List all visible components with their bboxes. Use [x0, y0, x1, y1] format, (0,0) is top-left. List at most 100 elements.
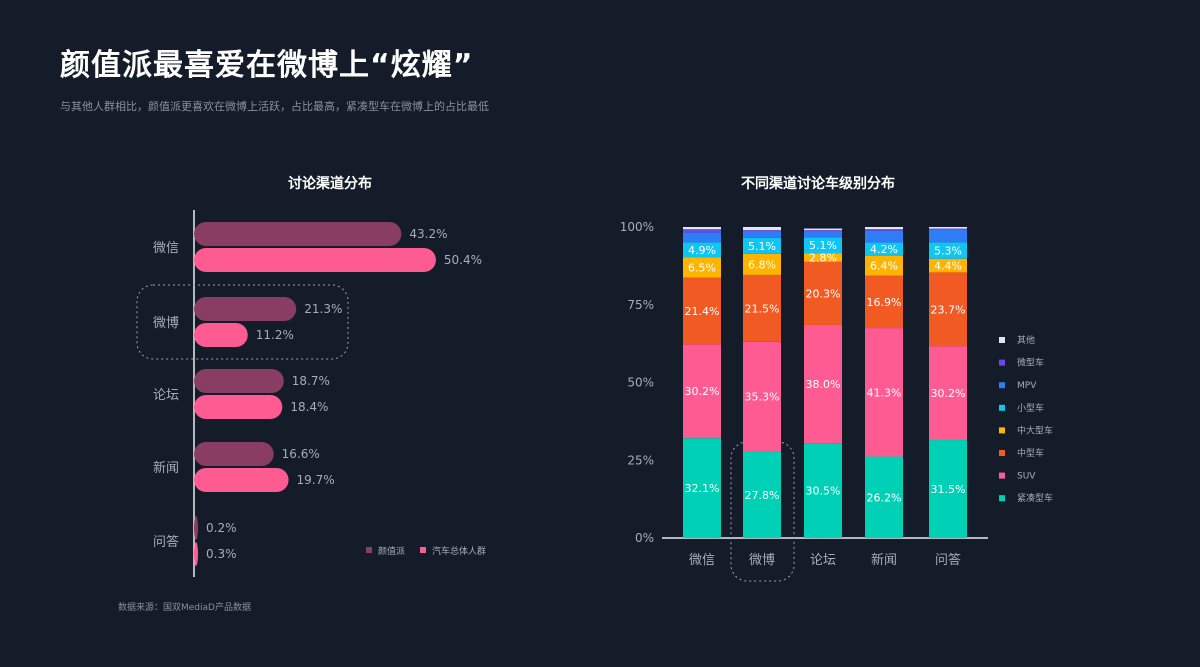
chart2-stack-segment: [865, 456, 903, 538]
chart2-stack-segment: [865, 275, 903, 329]
chart2-segment-label: 6.4%: [870, 260, 898, 273]
chart2-segment-label: 26.2%: [867, 491, 902, 504]
chart2-segment-label: 38.0%: [806, 378, 841, 391]
chart2-legend-swatch: [999, 427, 1005, 434]
chart1-category-label: 微博: [153, 316, 179, 331]
chart2-stack-segment: [743, 231, 781, 238]
chart2-ytick-label: 75%: [627, 298, 654, 312]
chart2-stack-segment: [743, 341, 781, 452]
chart1-value-label: 21.3%: [304, 302, 342, 316]
chart2-legend-label: SUV: [1017, 472, 1036, 482]
chart2-segment-label: 35.3%: [745, 391, 780, 404]
chart1-legend-label: 汽车总体人群: [432, 545, 486, 557]
chart2-ytick-label: 25%: [627, 453, 654, 467]
chart1-bar: [194, 369, 284, 393]
chart2-segment-label: 5.3%: [934, 244, 962, 257]
chart2-stack-segment: [929, 242, 967, 259]
chart1-bar: [194, 248, 436, 272]
chart2-title: 不同渠道讨论车级别分布: [741, 175, 895, 192]
chart2-ytick-label: 50%: [627, 376, 654, 390]
chart2-stack-segment: [929, 229, 967, 243]
chart1-category-label: 新闻: [153, 460, 179, 476]
chart2-segment-label: 21.4%: [685, 305, 720, 318]
chart2-segment-label: 4.2%: [870, 243, 898, 256]
chart1-value-label: 11.2%: [256, 328, 294, 342]
chart2-legend-swatch: [999, 359, 1005, 366]
chart1-value-label: 18.7%: [292, 374, 330, 388]
chart2-category-label: 问答: [935, 552, 961, 568]
chart1-legend-label: 颜值派: [378, 545, 405, 557]
chart1-value-label: 0.3%: [206, 547, 237, 561]
chart2-stack-segment: [683, 257, 721, 278]
chart2-segment-label: 4.9%: [688, 244, 716, 257]
chart1-legend-swatch: [420, 547, 426, 553]
chart1-value-label: 19.7%: [297, 473, 335, 487]
chart2-legend-label: 紧凑型车: [1017, 492, 1053, 504]
chart2-segment-label: 27.8%: [745, 489, 780, 502]
chart2-stack-segment: [743, 253, 781, 275]
page-subtitle: 与其他人群相比，颜值派更喜欢在微博上活跃，占比最高，紧凑型车在微博上的占比最低: [60, 100, 489, 113]
chart1-category-label: 微信: [153, 241, 179, 256]
chart2-segment-label: 5.1%: [809, 239, 837, 252]
chart2-stack-segment: [804, 261, 842, 325]
chart2-segment-label: 41.3%: [867, 386, 902, 399]
chart2-segment-label: 23.7%: [931, 303, 966, 316]
chart1-value-label: 16.6%: [282, 447, 320, 461]
chart1-legend-swatch: [366, 547, 372, 553]
chart2-stack-segment: [865, 229, 903, 231]
chart2-legend-label: 微型车: [1017, 357, 1044, 369]
chart2-stack-segment: [743, 230, 781, 232]
chart2-stack-segment: [929, 227, 967, 229]
chart1-bar: [194, 468, 289, 492]
chart1-value-label: 50.4%: [444, 253, 482, 267]
chart2-legend-label: 小型车: [1017, 402, 1044, 414]
chart2-stack-segment: [929, 440, 967, 538]
chart1-bar: [194, 297, 297, 321]
chart2-stack-segment: [683, 277, 721, 345]
chart2-ytick-label: 100%: [620, 220, 654, 234]
chart2-category-label: 微信: [689, 553, 715, 568]
chart2-legend-label: 中大型车: [1017, 424, 1053, 436]
chart2-segment-label: 31.5%: [931, 483, 966, 496]
chart2-category-label: 新闻: [871, 552, 897, 568]
chart2-category-label: 论坛: [810, 553, 836, 568]
chart1-category-label: 问答: [153, 534, 179, 550]
chart2-segment-label: 5.1%: [748, 240, 776, 253]
chart2-legend-label: 其他: [1017, 334, 1035, 346]
data-source-note: 数据来源：国双MediaD产品数据: [118, 603, 251, 613]
chart2-stack-segment: [865, 227, 903, 230]
chart2-stack-segment: [683, 232, 721, 243]
chart2-legend-swatch: [999, 337, 1005, 343]
chart1-bar: [194, 395, 283, 419]
chart2-stack-segment: [804, 253, 842, 262]
chart1-bar: [194, 222, 402, 246]
chart2-segment-label: 30.2%: [931, 387, 966, 400]
chart1-bar: [194, 442, 274, 466]
chart1-value-label: 18.4%: [290, 400, 328, 414]
chart1-category-label: 论坛: [153, 388, 179, 403]
chart2-segment-label: 4.4%: [934, 260, 962, 273]
chart2-stack-segment: [804, 228, 842, 231]
chart2-stack-segment: [929, 272, 967, 347]
chart2-stack-segment: [683, 242, 721, 258]
chart1-bar: [194, 516, 198, 540]
chart2-legend-swatch: [999, 382, 1005, 389]
chart1-title: 讨论渠道分布: [288, 175, 372, 192]
chart2-stack-segment: [929, 346, 967, 441]
chart2-segment-label: 16.9%: [867, 296, 902, 309]
chart1-value-label: 0.2%: [206, 521, 237, 535]
chart2-stack-segment: [865, 255, 903, 276]
chart2-legend-swatch: [999, 450, 1005, 456]
chart2-segment-label: 2.8%: [809, 251, 837, 264]
chart2-segment-label: 6.8%: [748, 258, 776, 271]
chart2-segment-label: 20.3%: [806, 287, 841, 300]
chart2-stack-segment: [743, 237, 781, 254]
chart2-stack-segment: [804, 231, 842, 238]
chart2-stack-segment: [743, 451, 781, 538]
channel-distribution-chart: 讨论渠道分布 微信 43.2% 50.4% 微博 21.3% 11.2% 论坛 18.7% 18…: [136, 175, 486, 577]
chart2-ytick-label: 0%: [635, 531, 654, 545]
chart1-value-label: 43.2%: [409, 227, 447, 241]
chart2-stack-segment: [683, 438, 721, 538]
chart2-segment-label: 6.5%: [688, 262, 716, 275]
